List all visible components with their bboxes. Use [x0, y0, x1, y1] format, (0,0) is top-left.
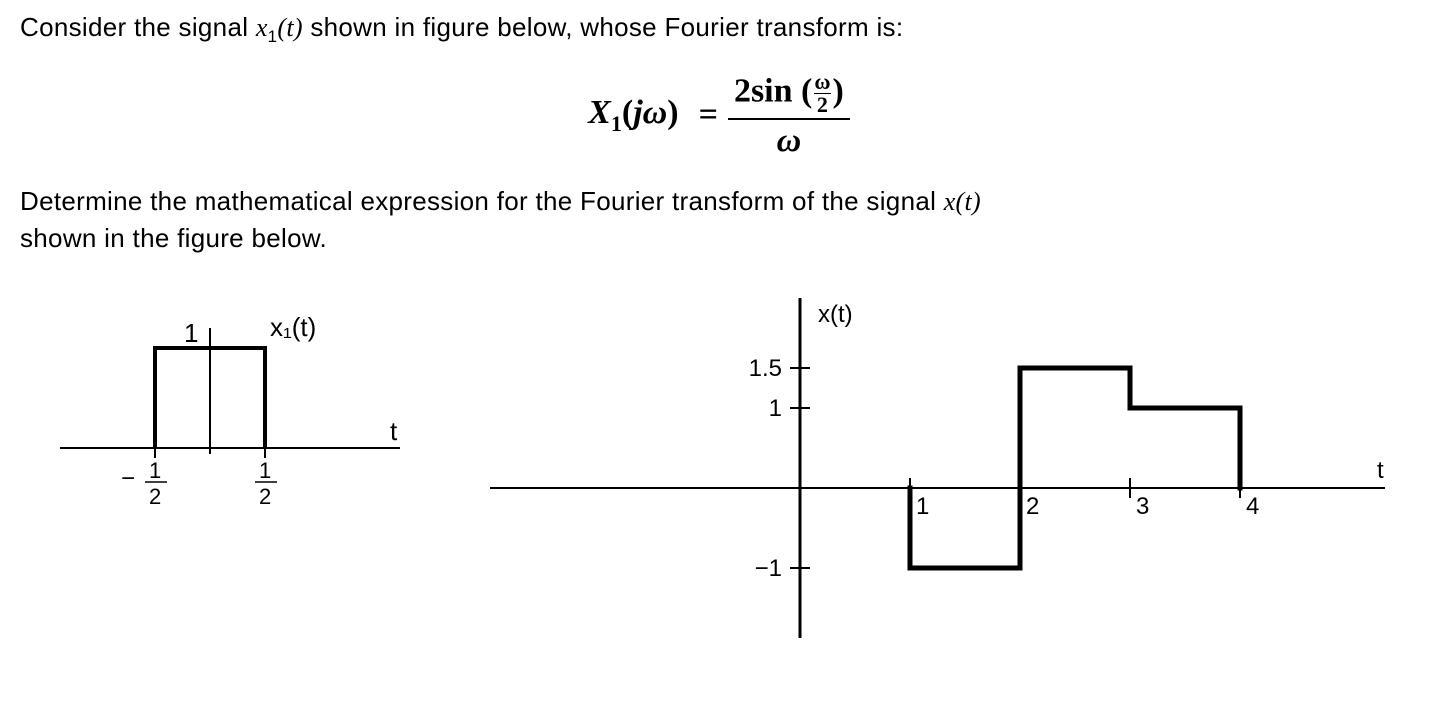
intro-text-post: shown in figure below, whose Fourier tra… [303, 12, 904, 42]
formula-sub: 1 [611, 111, 622, 136]
formula-den: ω [771, 120, 808, 159]
formula: X1(jω) = 2sin (ω2) ω [20, 71, 1418, 160]
svg-text:4: 4 [1246, 493, 1259, 520]
intro-line-2: Determine the mathematical expression fo… [20, 186, 1418, 217]
svg-text:2: 2 [259, 484, 271, 509]
formula-inner-num: ω [814, 71, 830, 93]
intro-line-3: shown in the figure below. [20, 223, 1418, 254]
svg-text:1: 1 [149, 458, 161, 483]
svg-text:x(t): x(t) [818, 301, 853, 328]
formula-arg-close: ) [667, 94, 678, 131]
svg-text:2: 2 [1026, 493, 1039, 520]
formula-X: X [588, 94, 611, 131]
figure-x1t: 1x₁(t)t−1212 [40, 278, 460, 538]
svg-text:t: t [390, 416, 398, 446]
x1t-sub: 1 [268, 27, 278, 46]
svg-text:1.5: 1.5 [749, 355, 782, 382]
formula-inner-den: 2 [817, 94, 828, 116]
formula-num-pre: 2sin [734, 73, 801, 110]
intro-text-pre: Consider the signal [20, 12, 256, 42]
svg-text:x₁(t): x₁(t) [270, 312, 316, 342]
figure-xt: 1.5 1 −1 1 2 3 4 x(t) t [480, 278, 1420, 658]
xt-arg: (t) [956, 187, 981, 216]
svg-text:1: 1 [916, 493, 929, 520]
line2b: shown in the figure below. [20, 223, 327, 253]
formula-eq: = [699, 96, 718, 134]
svg-text:t: t [1377, 457, 1384, 484]
svg-text:1: 1 [769, 395, 782, 422]
svg-text:1: 1 [184, 318, 198, 348]
formula-fraction: 2sin (ω2) ω [728, 71, 850, 160]
svg-text:−1: −1 [755, 555, 782, 582]
svg-text:1: 1 [259, 458, 271, 483]
x1t-arg: (t) [277, 13, 302, 42]
line2a: Determine the mathematical expression fo… [20, 186, 944, 216]
svg-text:3: 3 [1136, 493, 1149, 520]
svg-text:2: 2 [149, 484, 161, 509]
x1t-var: x [256, 13, 268, 42]
formula-arg-open: ( [622, 94, 633, 131]
xt-var: x [944, 187, 956, 216]
svg-text:−: − [121, 465, 135, 492]
intro-line-1: Consider the signal x1(t) shown in figur… [20, 12, 1418, 47]
formula-omega: ω [643, 94, 668, 131]
formula-j: j [633, 94, 642, 131]
formula-inner-fraction: ω2 [814, 71, 830, 116]
